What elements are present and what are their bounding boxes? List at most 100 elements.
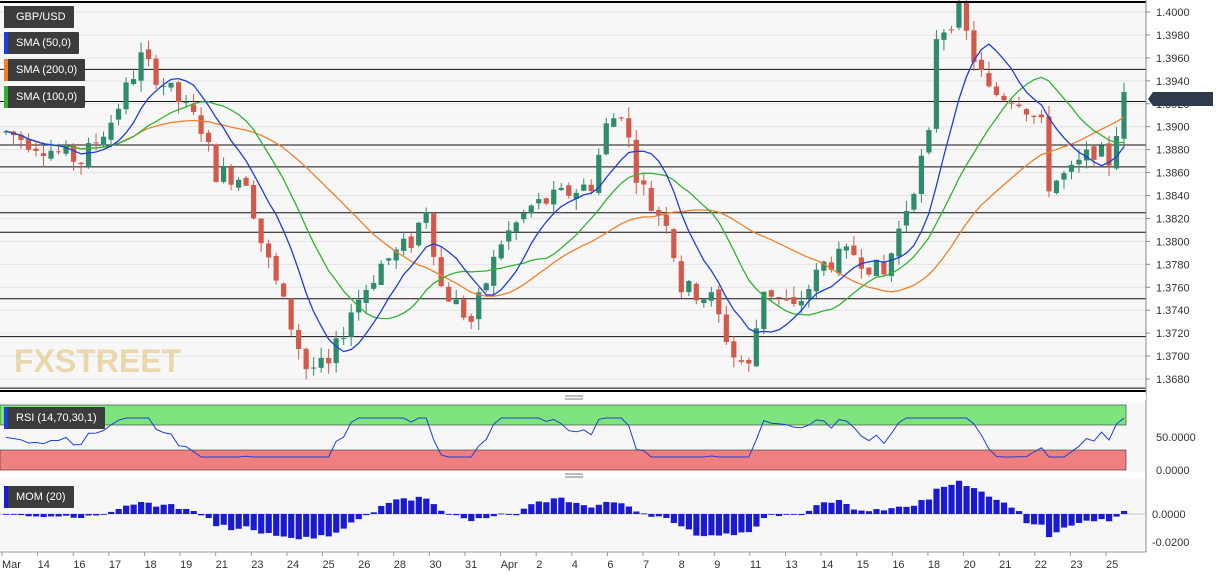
mom-bar bbox=[1105, 514, 1113, 522]
candle-body bbox=[663, 214, 669, 226]
candle-body bbox=[100, 136, 107, 146]
mom-bar bbox=[760, 514, 768, 519]
candle-body bbox=[183, 101, 189, 103]
candle-body bbox=[513, 222, 519, 232]
candle-body bbox=[1113, 136, 1120, 169]
candle-body bbox=[731, 341, 737, 358]
symbol-text: GBP/USD bbox=[16, 11, 66, 23]
sma-100-label[interactable]: SMA (100,0) bbox=[4, 86, 86, 108]
rsi-swatch bbox=[4, 407, 8, 429]
mom-bar bbox=[813, 505, 820, 514]
candle-body bbox=[371, 282, 377, 289]
mom-label[interactable]: MOM (20) bbox=[4, 486, 74, 508]
mom-bar bbox=[10, 514, 17, 515]
candle-body bbox=[828, 262, 834, 270]
x-tick-label: 23 bbox=[251, 559, 263, 571]
splitter-2[interactable] bbox=[565, 473, 583, 478]
candle-body bbox=[978, 59, 985, 70]
mom-bar bbox=[565, 502, 572, 514]
candle-body bbox=[1098, 145, 1105, 157]
candle-body bbox=[588, 184, 594, 192]
y-tick-label: 1.3680 bbox=[1156, 374, 1190, 386]
candle-body bbox=[416, 222, 422, 246]
candle-body bbox=[446, 286, 452, 302]
mom-bar bbox=[340, 514, 347, 529]
mom-text: MOM (20) bbox=[16, 491, 66, 503]
mom-bar bbox=[370, 512, 377, 514]
candle-body bbox=[1106, 143, 1112, 166]
symbol-label[interactable]: GBP/USD bbox=[4, 6, 74, 28]
mom-bar bbox=[588, 507, 595, 514]
sma-50-label[interactable]: SMA (50,0) bbox=[4, 32, 80, 54]
candle-body bbox=[1091, 146, 1097, 160]
mom-bar bbox=[933, 488, 940, 514]
mom-bar bbox=[1008, 507, 1015, 514]
candle-body bbox=[1031, 115, 1037, 117]
candle-body bbox=[881, 261, 887, 275]
mom-bar bbox=[1038, 514, 1045, 525]
mom-bar bbox=[633, 511, 640, 514]
candle-body bbox=[296, 329, 302, 350]
candle-body bbox=[123, 82, 129, 110]
x-tick-label: 23 bbox=[1070, 559, 1082, 571]
rsi-label[interactable]: RSI (14,70,30,1) bbox=[4, 407, 105, 429]
candle-body bbox=[611, 118, 617, 127]
mom-bar bbox=[505, 514, 512, 515]
mom-bar bbox=[363, 514, 370, 516]
mom-bar bbox=[475, 514, 482, 519]
mom-bar bbox=[843, 504, 850, 514]
candle-body bbox=[723, 314, 729, 343]
mom-bar bbox=[250, 514, 257, 531]
y-tick-label: 1.3900 bbox=[1156, 122, 1190, 134]
candle-body bbox=[498, 244, 504, 259]
rsi-tick-0: 0.0000 bbox=[1156, 465, 1190, 477]
candle-body bbox=[138, 52, 144, 81]
candle-body bbox=[836, 248, 842, 274]
candle-body bbox=[813, 269, 819, 292]
mom-bar bbox=[1090, 514, 1098, 522]
mom-bar bbox=[138, 501, 145, 514]
candle-body bbox=[566, 185, 572, 196]
mom-bar bbox=[700, 514, 708, 537]
candle-body bbox=[783, 298, 789, 301]
candle-body bbox=[641, 180, 647, 185]
mom-bar bbox=[108, 511, 115, 514]
sma-100-text: SMA (100,0) bbox=[16, 91, 78, 103]
mom-bar bbox=[213, 514, 220, 527]
x-tick-label: 18 bbox=[144, 559, 156, 571]
mom-bar bbox=[198, 514, 205, 516]
candle-body bbox=[168, 82, 174, 88]
candle-body bbox=[768, 290, 774, 297]
candle-body bbox=[986, 73, 992, 87]
mom-bar bbox=[235, 514, 242, 529]
candle-body bbox=[558, 187, 564, 190]
x-tick-label: 25 bbox=[1106, 559, 1118, 571]
candle-body bbox=[468, 316, 474, 322]
candle-body bbox=[896, 228, 902, 257]
mom-bar bbox=[145, 502, 152, 514]
candle-body bbox=[791, 297, 797, 305]
mom-bar bbox=[648, 514, 655, 517]
mom-bar bbox=[93, 514, 100, 516]
candle-body bbox=[678, 261, 684, 293]
time-axis: Mar 14 16 17 18 19 21 23 24 25 26 28 30 31 Apr 2 4 6 7 8 9 11… bbox=[1, 552, 1118, 571]
candle-body bbox=[963, 3, 970, 31]
candle-body bbox=[251, 184, 257, 219]
mom-bar bbox=[790, 514, 798, 515]
candle-body bbox=[1053, 180, 1060, 194]
watermark: FXSTREET bbox=[14, 343, 182, 379]
sma-200-label[interactable]: SMA (200,0) bbox=[4, 59, 86, 81]
mom-bar bbox=[1053, 514, 1060, 533]
splitter-1[interactable] bbox=[0, 394, 1146, 400]
sma-200-text: SMA (200,0) bbox=[16, 64, 78, 76]
mom-bar bbox=[625, 506, 632, 514]
x-tick-label: 30 bbox=[429, 559, 441, 571]
y-tick-label: 1.3880 bbox=[1156, 145, 1190, 157]
candle-body bbox=[1001, 95, 1007, 101]
candle-body bbox=[573, 192, 579, 199]
x-tick-label: 2 bbox=[536, 559, 542, 571]
mom-bar bbox=[1000, 502, 1008, 514]
candle-body bbox=[933, 39, 940, 129]
mom-bar bbox=[685, 514, 693, 530]
candle-body bbox=[701, 299, 707, 304]
